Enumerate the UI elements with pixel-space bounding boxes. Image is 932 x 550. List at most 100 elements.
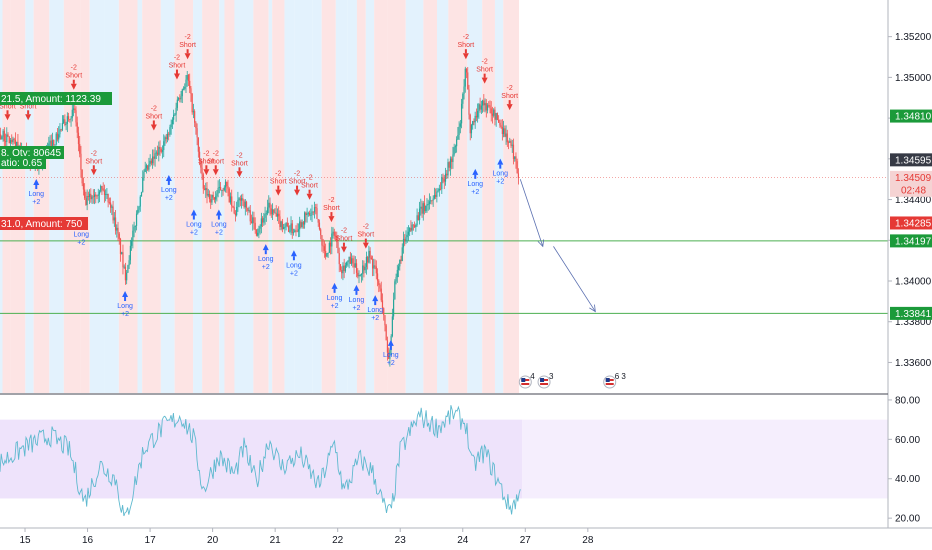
candle-body[interactable]	[217, 187, 219, 194]
candle-body[interactable]	[358, 275, 360, 277]
candle-body[interactable]	[475, 115, 478, 118]
candle-body[interactable]	[453, 147, 455, 155]
candle-body[interactable]	[464, 68, 466, 87]
candle-body[interactable]	[312, 211, 314, 213]
candle-body[interactable]	[79, 144, 81, 154]
candle-body[interactable]	[177, 98, 180, 100]
candle-body[interactable]	[336, 235, 338, 243]
candle-body[interactable]	[182, 88, 185, 90]
candle-body[interactable]	[153, 156, 155, 159]
candle-body[interactable]	[411, 224, 413, 231]
candle-body[interactable]	[212, 195, 214, 198]
candle-body[interactable]	[13, 138, 15, 140]
candle-body[interactable]	[500, 125, 502, 127]
candle-body[interactable]	[211, 195, 213, 203]
candle-body[interactable]	[97, 194, 99, 196]
candle-body[interactable]	[179, 98, 181, 100]
candle-body[interactable]	[281, 221, 283, 230]
candle-body[interactable]	[12, 138, 14, 143]
candle-body[interactable]	[307, 212, 309, 214]
candle-body[interactable]	[339, 264, 342, 270]
candle-body[interactable]	[317, 218, 319, 223]
candle-body[interactable]	[234, 213, 237, 216]
candle-body[interactable]	[200, 159, 202, 168]
candle-body[interactable]	[160, 149, 162, 152]
candle-body[interactable]	[113, 217, 115, 221]
candle-body[interactable]	[135, 213, 138, 226]
candle-body[interactable]	[102, 188, 104, 191]
candle-body[interactable]	[441, 177, 443, 190]
candle-body[interactable]	[510, 141, 512, 146]
candle-body[interactable]	[239, 198, 241, 201]
candle-body[interactable]	[320, 229, 322, 236]
candle-body[interactable]	[48, 143, 50, 147]
candle-body[interactable]	[368, 250, 370, 263]
candle-body[interactable]	[470, 125, 473, 134]
candle-body[interactable]	[290, 223, 292, 231]
candle-body[interactable]	[399, 259, 401, 267]
candle-body[interactable]	[219, 187, 222, 191]
candle-body[interactable]	[88, 193, 91, 197]
candle-body[interactable]	[425, 205, 427, 212]
candle-body[interactable]	[148, 163, 150, 170]
candle-body[interactable]	[55, 133, 57, 145]
candle-body[interactable]	[418, 208, 421, 221]
candle-body[interactable]	[252, 217, 254, 224]
candle-body[interactable]	[515, 156, 517, 162]
candle-body[interactable]	[156, 152, 159, 155]
candle-body[interactable]	[134, 225, 136, 227]
candle-body[interactable]	[498, 119, 500, 123]
candle-body[interactable]	[76, 122, 78, 133]
candle-body[interactable]	[122, 252, 124, 268]
candle-body[interactable]	[352, 258, 354, 264]
candle-body[interactable]	[318, 222, 321, 230]
candle-body[interactable]	[185, 79, 187, 87]
candle-body[interactable]	[260, 218, 262, 227]
candle-body[interactable]	[90, 193, 92, 200]
candle-body[interactable]	[354, 263, 356, 268]
candle-body[interactable]	[198, 151, 201, 160]
event-marker[interactable]: 4	[518, 372, 535, 389]
candle-body[interactable]	[236, 206, 238, 216]
candle-body[interactable]	[284, 226, 286, 228]
candle-body[interactable]	[6, 134, 8, 143]
candle-body[interactable]	[458, 126, 460, 135]
candle-body[interactable]	[210, 199, 212, 203]
candle-body[interactable]	[186, 75, 188, 80]
candle-body[interactable]	[485, 103, 487, 111]
candle-body[interactable]	[442, 177, 444, 179]
candle-body[interactable]	[66, 116, 68, 124]
candle-body[interactable]	[243, 200, 245, 208]
candle-body[interactable]	[218, 187, 220, 188]
candle-body[interactable]	[304, 212, 306, 225]
candle-body[interactable]	[82, 183, 85, 190]
candle-body[interactable]	[274, 212, 276, 214]
candle-body[interactable]	[438, 188, 440, 191]
candle-body[interactable]	[105, 194, 107, 195]
candle-body[interactable]	[196, 128, 198, 138]
candle-body[interactable]	[337, 242, 339, 254]
candle-body[interactable]	[295, 230, 297, 232]
candle-body[interactable]	[213, 197, 216, 200]
candle-body[interactable]	[396, 269, 398, 278]
candle-body[interactable]	[393, 299, 395, 317]
candle-body[interactable]	[443, 178, 445, 182]
candle-body[interactable]	[363, 265, 365, 271]
candle-body[interactable]	[155, 152, 157, 154]
candle-body[interactable]	[154, 153, 156, 159]
candle-body[interactable]	[506, 133, 508, 143]
candle-body[interactable]	[143, 171, 145, 178]
candle-body[interactable]	[226, 181, 228, 187]
candle-body[interactable]	[108, 202, 110, 204]
candle-body[interactable]	[221, 189, 223, 191]
candle-body[interactable]	[51, 140, 54, 150]
event-marker[interactable]: 3	[537, 372, 554, 389]
candle-body[interactable]	[478, 104, 480, 111]
candle-body[interactable]	[389, 350, 391, 359]
candle-body[interactable]	[271, 209, 274, 215]
candle-body[interactable]	[165, 137, 167, 140]
candle-body[interactable]	[139, 196, 141, 207]
candle-body[interactable]	[395, 277, 397, 282]
candle-body[interactable]	[379, 284, 381, 289]
candle-body[interactable]	[91, 196, 93, 200]
